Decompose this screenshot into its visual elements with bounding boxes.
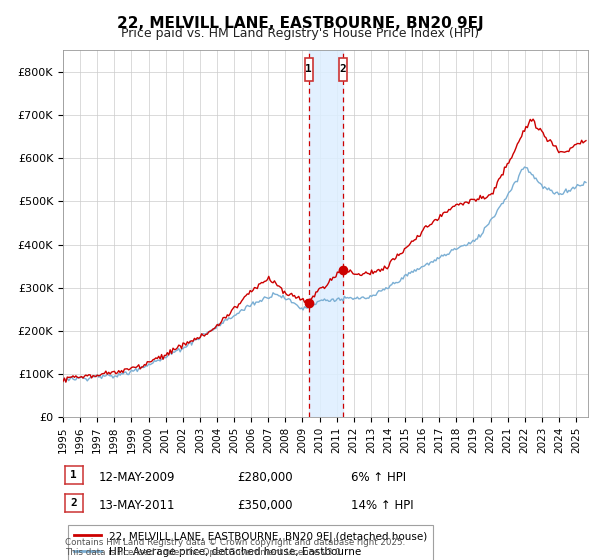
Bar <box>309 50 343 417</box>
Text: 1: 1 <box>305 64 312 74</box>
Text: Contains HM Land Registry data © Crown copyright and database right 2025.
This d: Contains HM Land Registry data © Crown c… <box>65 538 405 557</box>
Text: £350,000: £350,000 <box>237 498 293 512</box>
FancyBboxPatch shape <box>305 58 313 81</box>
Text: 13-MAY-2011: 13-MAY-2011 <box>99 498 176 512</box>
Legend: 22, MELVILL LANE, EASTBOURNE, BN20 9EJ (detached house), HPI: Average price, det: 22, MELVILL LANE, EASTBOURNE, BN20 9EJ (… <box>68 525 433 560</box>
Text: 2: 2 <box>340 64 346 74</box>
Text: 1: 1 <box>70 470 77 480</box>
Text: 14% ↑ HPI: 14% ↑ HPI <box>351 498 413 512</box>
Text: 6% ↑ HPI: 6% ↑ HPI <box>351 470 406 484</box>
Text: 2: 2 <box>70 498 77 508</box>
Text: 22, MELVILL LANE, EASTBOURNE, BN20 9EJ: 22, MELVILL LANE, EASTBOURNE, BN20 9EJ <box>116 16 484 31</box>
Text: Price paid vs. HM Land Registry's House Price Index (HPI): Price paid vs. HM Land Registry's House … <box>121 27 479 40</box>
Text: £280,000: £280,000 <box>237 470 293 484</box>
FancyBboxPatch shape <box>339 58 347 81</box>
Text: 12-MAY-2009: 12-MAY-2009 <box>99 470 176 484</box>
